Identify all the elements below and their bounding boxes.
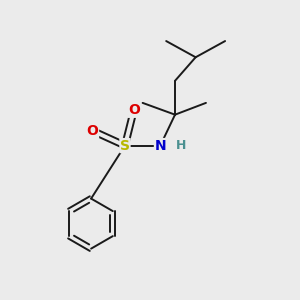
- Text: N: N: [154, 139, 166, 153]
- Text: S: S: [120, 139, 130, 153]
- Text: O: O: [87, 124, 98, 138]
- Text: O: O: [128, 103, 140, 117]
- Text: H: H: [176, 139, 186, 152]
